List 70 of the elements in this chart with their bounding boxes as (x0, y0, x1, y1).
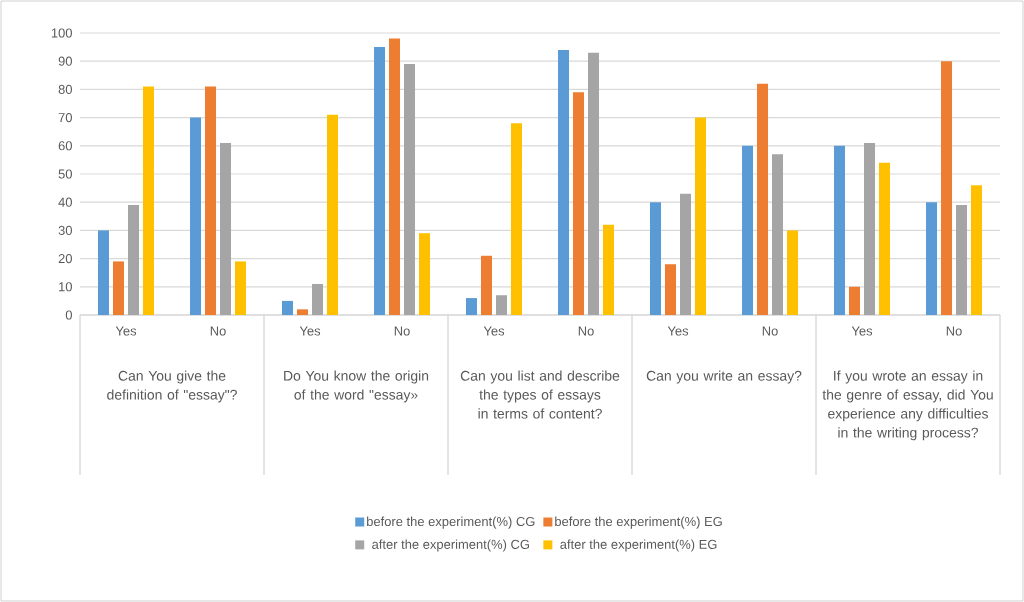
bar (742, 145, 754, 315)
y-tick-label: 20 (58, 254, 72, 264)
bar (374, 47, 386, 315)
bar (98, 230, 110, 315)
bar (650, 202, 662, 315)
bar (558, 49, 570, 315)
y-tick-label: 70 (58, 113, 72, 123)
bar (113, 261, 125, 315)
bar (956, 205, 968, 315)
text: If you wrote an essay in the genre of essay, did You experience any difficulties in the writing process? (822, 370, 993, 441)
bar (879, 162, 891, 315)
legend-label: after the experiment(%) CG (372, 539, 529, 552)
x-tick-label: No (578, 326, 594, 336)
legend-label: after the experiment(%) EG (560, 539, 717, 552)
y-tick-label: 50 (58, 169, 72, 179)
bar (235, 261, 247, 315)
bar (205, 86, 217, 315)
x-tick-label: Yes (115, 326, 137, 336)
bar (665, 264, 677, 315)
bar (573, 92, 585, 315)
y-tick-label: 0 (65, 310, 72, 320)
y-tick-label: 90 (58, 56, 72, 66)
bar (926, 202, 938, 315)
y-tick-label: 100 (51, 28, 72, 38)
text: Can You give the definition of "essay"? (107, 370, 237, 403)
y-tick-label: 80 (58, 84, 72, 94)
y-tick-label: 40 (58, 197, 72, 207)
bar (481, 255, 493, 315)
text: Can you write an essay? (646, 370, 802, 384)
bar (143, 86, 155, 315)
legend-label: before the experiment(%) EG (555, 516, 722, 529)
bar (971, 185, 983, 315)
y-tick-label: 10 (59, 282, 72, 292)
bar (327, 114, 339, 315)
bar (190, 117, 202, 315)
bar (757, 83, 769, 315)
bar (466, 298, 478, 315)
legend-label: before the experiment(%) CG (367, 516, 535, 529)
text: Can you list and describe the types of essays in terms of content? (460, 370, 620, 419)
bar (864, 142, 876, 315)
x-tick-label: No (210, 326, 226, 336)
bar (941, 61, 953, 315)
bar (496, 295, 508, 315)
x-tick-label: Yes (483, 326, 505, 336)
bar (787, 230, 799, 315)
bar (419, 233, 431, 315)
x-tick-label: No (394, 326, 410, 336)
x-tick-label: No (762, 326, 778, 336)
bar (603, 224, 615, 315)
text: Do You know the origin of the word "essay» (284, 370, 429, 403)
bar (128, 205, 140, 315)
bar (220, 142, 232, 315)
bar (511, 123, 523, 315)
x-tick-label: Yes (667, 326, 689, 336)
y-tick-label: 60 (58, 141, 72, 151)
x-tick-label: Yes (299, 326, 321, 336)
bar (834, 145, 846, 315)
bar (282, 300, 294, 315)
bar (680, 193, 692, 315)
x-tick-label: No (946, 326, 962, 336)
bar (297, 309, 309, 315)
bar (389, 38, 401, 315)
bar (312, 283, 324, 315)
bar (849, 286, 861, 315)
bar (772, 154, 784, 315)
bar (695, 117, 707, 315)
y-tick-label: 30 (58, 225, 72, 235)
bar (404, 64, 416, 315)
bar (588, 52, 600, 315)
x-tick-label: Yes (851, 326, 873, 336)
